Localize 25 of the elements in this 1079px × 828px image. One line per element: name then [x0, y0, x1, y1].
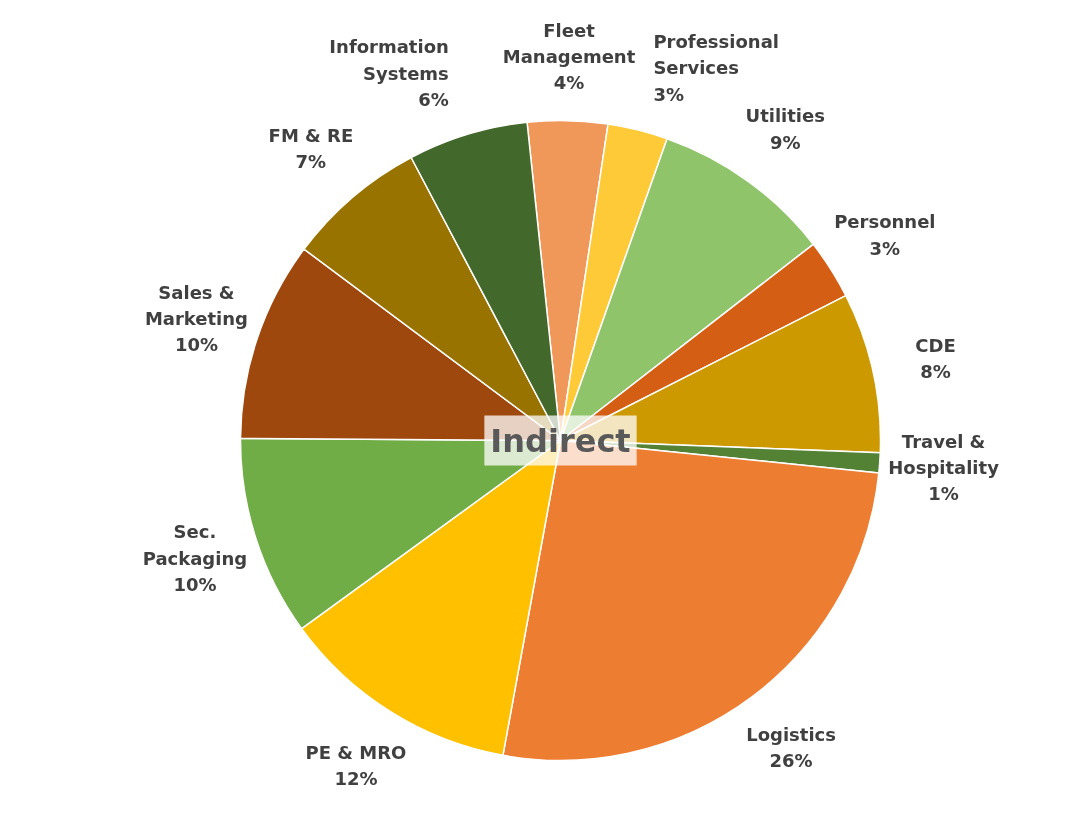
data-label: 26%	[769, 750, 813, 772]
slice-label: PE & MRO	[305, 741, 407, 763]
slice-label: Travel & Hospitality	[888, 430, 1000, 478]
data-label: 6%	[418, 88, 449, 110]
data-label: 8%	[920, 360, 951, 382]
data-label: 12%	[334, 768, 378, 790]
slice-label: Sales & Marketing	[144, 281, 248, 329]
slice-label: Sec. Packaging	[142, 521, 248, 569]
slice-label: Information Systems	[329, 36, 449, 84]
data-label: 7%	[295, 151, 327, 173]
data-label: 3%	[869, 237, 901, 259]
data-label: 9%	[769, 131, 801, 153]
slice-label: Logistics	[746, 723, 836, 745]
slice-label: CDE	[915, 334, 956, 356]
slice-label: Fleet Management	[502, 19, 636, 68]
data-label: 10%	[174, 334, 218, 356]
data-label: 1%	[928, 483, 959, 505]
slice-label: Personnel	[834, 211, 936, 233]
data-label: 10%	[173, 573, 217, 595]
text: Indirect	[490, 421, 631, 460]
data-label: 4%	[553, 72, 585, 94]
slice-label: Utilities	[745, 105, 825, 127]
data-label: 3%	[653, 83, 684, 105]
slice-label: Professional Services	[653, 31, 779, 79]
slice-label: FM & RE	[268, 125, 354, 147]
